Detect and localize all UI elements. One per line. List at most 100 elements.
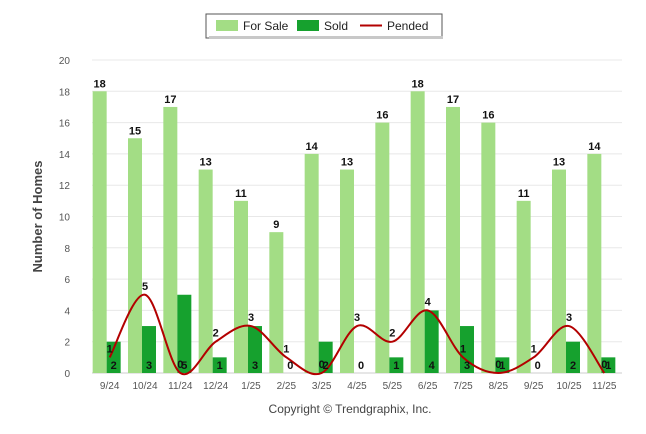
- x-tick-label: 2/25: [277, 381, 297, 392]
- y-axis-title: Number of Homes: [30, 161, 45, 273]
- x-tick-label: 12/24: [203, 381, 228, 392]
- pended-value-label: 0: [601, 359, 607, 371]
- x-tick-label: 11/24: [168, 381, 193, 392]
- x-tick-label: 5/25: [383, 381, 403, 392]
- pended-value-label: 0: [319, 359, 325, 371]
- legend-swatch-for-sale: [216, 20, 238, 31]
- sold-value-label: 2: [570, 360, 576, 372]
- pended-value-label: 3: [566, 312, 572, 324]
- pended-value-label: 3: [354, 312, 360, 324]
- pended-value-label: 1: [460, 343, 466, 355]
- sold-value-label: 2: [323, 360, 329, 372]
- sold-value-label: 1: [393, 360, 399, 372]
- pended-value-label: 1: [107, 343, 113, 355]
- sold-value-label: 2: [111, 360, 117, 372]
- bar-for-sale: [163, 106, 178, 373]
- for-sale-value-label: 17: [447, 94, 459, 106]
- pended-value-label: 1: [283, 343, 289, 355]
- for-sale-value-label: 13: [200, 157, 212, 169]
- pended-value-label: 2: [213, 328, 219, 340]
- for-sale-value-label: 18: [94, 78, 106, 90]
- x-tick-label: 10/24: [132, 381, 157, 392]
- bar-sold: [212, 357, 227, 373]
- sold-value-label: 1: [499, 360, 505, 372]
- bar-for-sale: [304, 153, 319, 373]
- y-tick-label: 10: [59, 213, 71, 224]
- legend-shadow: [209, 36, 443, 39]
- bar-for-sale: [92, 91, 107, 374]
- y-tick-label: 8: [64, 244, 70, 255]
- y-tick-label: 4: [64, 306, 70, 317]
- for-sale-value-label: 16: [482, 110, 494, 122]
- bar-sold: [177, 294, 192, 373]
- sold-value-label: 3: [146, 360, 152, 372]
- pended-value-label: 3: [248, 312, 254, 324]
- bar-sold: [495, 357, 510, 373]
- sold-value-label: 0: [358, 360, 364, 372]
- legend-label-pended: Pended: [387, 19, 428, 33]
- y-tick-label: 14: [59, 150, 71, 161]
- y-tick-label: 6: [64, 275, 70, 286]
- pended-value-label: 5: [142, 281, 148, 293]
- bar-for-sale: [128, 138, 142, 373]
- y-tick-label: 0: [64, 369, 70, 380]
- bar-sold: [142, 326, 156, 373]
- bar-for-sale: [269, 232, 284, 373]
- legend-label-sold: Sold: [324, 19, 348, 33]
- y-tick-label: 18: [59, 87, 71, 98]
- sold-value-label: 5: [181, 360, 187, 372]
- bar-sold: [248, 326, 262, 373]
- pended-value-label: 2: [389, 328, 395, 340]
- bar-sold: [106, 341, 121, 373]
- pended-value-label: 4: [425, 296, 432, 308]
- bar-for-sale: [198, 169, 213, 373]
- x-tick-label: 3/25: [312, 381, 332, 392]
- for-sale-value-label: 14: [306, 141, 319, 153]
- for-sale-value-label: 18: [412, 78, 424, 90]
- x-tick-label: 4/25: [347, 381, 367, 392]
- x-tick-label: 7/25: [453, 381, 473, 392]
- x-tick-label: 1/25: [241, 381, 261, 392]
- for-sale-value-label: 14: [588, 141, 601, 153]
- bar-for-sale: [234, 200, 248, 373]
- bar-sold: [389, 357, 404, 373]
- bar-for-sale: [552, 169, 566, 373]
- sold-value-label: 3: [252, 360, 258, 372]
- bar-sold: [566, 341, 580, 373]
- for-sale-value-label: 17: [164, 94, 176, 106]
- for-sale-value-label: 16: [376, 110, 388, 122]
- y-tick-label: 20: [59, 56, 71, 67]
- legend-label-for-sale: For Sale: [243, 19, 289, 33]
- legend-swatch-sold: [297, 20, 319, 31]
- x-tick-label: 10/25: [556, 381, 581, 392]
- bar-for-sale: [516, 200, 531, 373]
- bar-for-sale: [410, 91, 425, 374]
- sold-value-label: 1: [217, 360, 223, 372]
- sold-value-label: 3: [464, 360, 470, 372]
- sold-value-label: 4: [429, 360, 436, 372]
- sold-value-label: 1: [605, 360, 611, 372]
- sold-value-label: 0: [535, 360, 541, 372]
- bar-sold: [601, 357, 616, 373]
- x-tick-label: 11/25: [592, 381, 617, 392]
- copyright-text: Copyright © Trendgraphix, Inc.: [269, 402, 432, 416]
- for-sale-value-label: 11: [518, 188, 530, 200]
- for-sale-value-label: 13: [341, 157, 353, 169]
- x-tick-label: 8/25: [489, 381, 509, 392]
- bar-for-sale: [446, 106, 460, 373]
- x-tick-label: 9/24: [100, 381, 120, 392]
- pended-value-label: 0: [177, 359, 183, 371]
- bar-for-sale: [340, 169, 354, 373]
- x-tick-label: 9/25: [524, 381, 544, 392]
- y-tick-label: 12: [59, 181, 71, 192]
- sold-value-label: 0: [287, 360, 293, 372]
- bar-for-sale: [375, 122, 390, 373]
- y-tick-label: 16: [59, 119, 71, 130]
- bar-for-sale: [481, 122, 496, 373]
- pended-line: [108, 293, 606, 376]
- for-sale-value-label: 11: [235, 188, 247, 200]
- bar-sold: [424, 310, 439, 373]
- pended-value-label: 1: [531, 343, 537, 355]
